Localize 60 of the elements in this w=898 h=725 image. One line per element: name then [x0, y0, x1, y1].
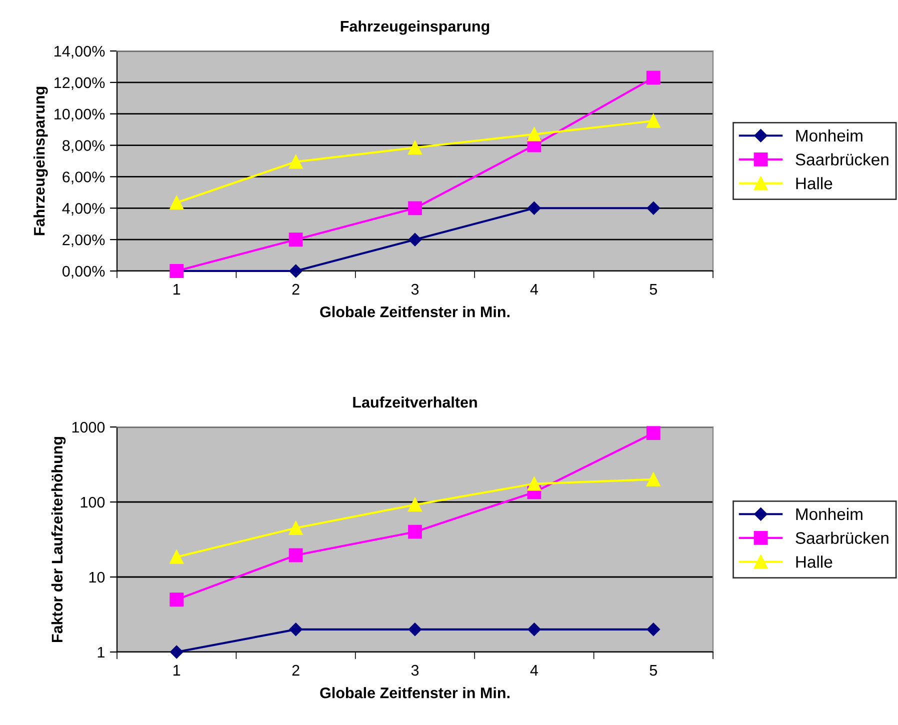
point: [408, 201, 422, 216]
x-tick-label: 3: [411, 284, 419, 295]
legend-label: Halle: [796, 556, 832, 568]
x-tick-label: 2: [292, 284, 300, 295]
x-tick-label: 4: [530, 284, 538, 295]
y-tick-label: 1: [98, 647, 104, 658]
y-tick-label: 100: [80, 496, 105, 508]
y-tick-label: 10,00%: [54, 108, 105, 122]
point: [646, 202, 660, 215]
point: [288, 548, 303, 562]
y-tick-label: 6,00%: [62, 172, 105, 184]
point: [408, 498, 422, 512]
point: [408, 524, 422, 539]
y-tick-label: 2,00%: [62, 234, 105, 248]
legend-label: Monheim: [796, 129, 862, 142]
point: [646, 70, 660, 85]
point: [170, 592, 184, 607]
chart-title: Laufzeitverhalten: [353, 396, 477, 408]
point: [646, 426, 660, 440]
x-tick-label: 5: [650, 665, 658, 676]
y-axis-title: Faktor der Laufzeiterhöhung: [51, 436, 66, 642]
point: [170, 196, 184, 210]
point: [646, 114, 660, 128]
point: [527, 476, 542, 491]
point: [170, 550, 184, 564]
x-tick-label: 2: [292, 664, 300, 676]
x-axis-title: Globale Zeitfenster in Min.: [320, 687, 510, 698]
chart-title: Fahrzeugeinsparung: [340, 20, 490, 35]
x-tick-label: 4: [530, 665, 538, 676]
point: [646, 622, 660, 636]
x-tick-label: 3: [411, 664, 419, 676]
point: [289, 622, 302, 636]
y-tick-label: 10: [89, 572, 105, 583]
point: [289, 264, 302, 278]
point: [528, 622, 541, 636]
point: [170, 645, 184, 659]
y-tick-label: 8,00%: [62, 140, 105, 153]
point: [528, 202, 541, 215]
y-tick-label: 4,00%: [62, 203, 105, 216]
legend-label: Saarbrücken: [796, 153, 888, 166]
point: [288, 232, 303, 247]
y-axis-title: Fahrzeugeinsparung: [34, 86, 48, 236]
legend-label: Halle: [796, 177, 832, 190]
x-tick-label: 1: [174, 284, 180, 295]
y-tick-label: 0,00%: [62, 266, 105, 278]
point: [288, 521, 303, 535]
point: [527, 127, 542, 142]
x-tick-label: 5: [650, 284, 658, 295]
y-tick-label: 14,00%: [54, 46, 105, 58]
x-tick-label: 1: [174, 665, 180, 676]
y-tick-label: 1000: [72, 422, 105, 433]
y-tick-label: 12,00%: [54, 77, 105, 90]
legend-label: Monheim: [796, 508, 862, 520]
point: [646, 472, 660, 486]
legend-label: Saarbrücken: [796, 532, 888, 544]
point: [288, 154, 303, 169]
point: [408, 232, 422, 246]
point: [408, 140, 422, 155]
x-axis-title: Globale Zeitfenster in Min.: [320, 306, 510, 318]
point: [408, 622, 422, 636]
